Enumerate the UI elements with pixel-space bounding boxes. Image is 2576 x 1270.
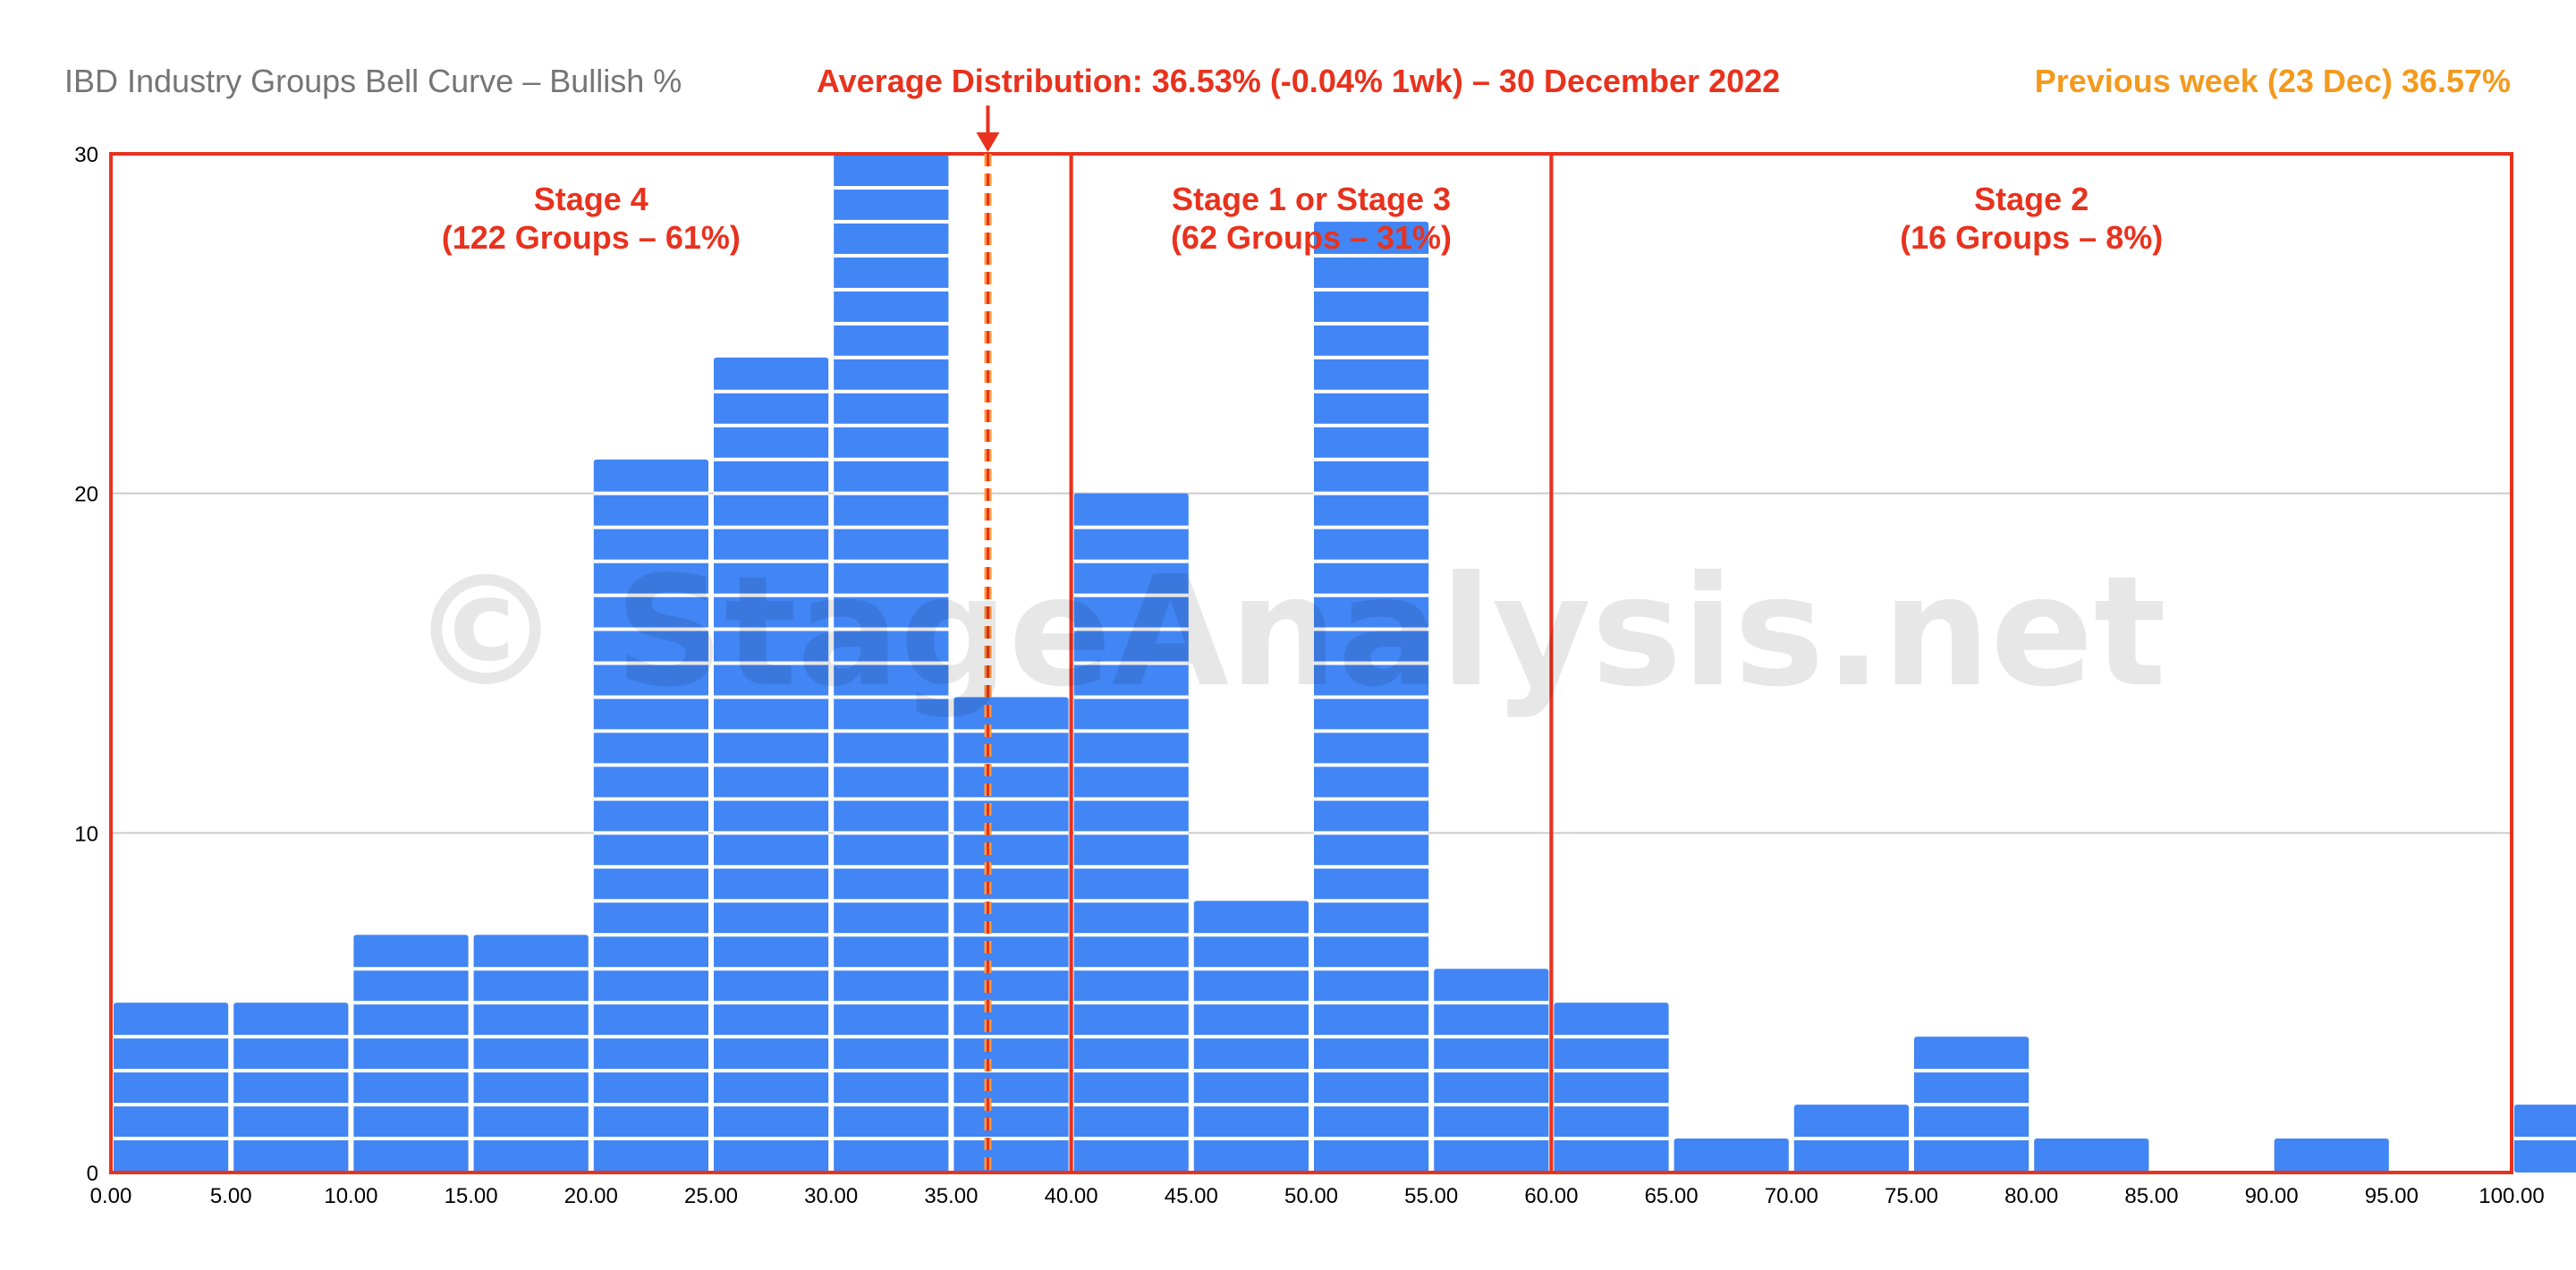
bar xyxy=(233,1003,349,1173)
y-tick-label: 20 xyxy=(74,483,98,507)
bar xyxy=(2034,1139,2149,1173)
stage-detail: (62 Groups – 31%) xyxy=(1171,219,1452,256)
stage-border xyxy=(1549,152,2513,1174)
y-tick-label: 30 xyxy=(74,143,98,167)
bar xyxy=(593,459,708,1173)
bar xyxy=(353,935,469,1173)
x-tick-label: 60.00 xyxy=(1524,1184,1578,1208)
previous-week-label: Previous week (23 Dec) 36.57% xyxy=(2035,63,2511,99)
x-tick-label: 30.00 xyxy=(804,1184,858,1208)
bar xyxy=(473,935,589,1173)
stage-label: Stage 2 xyxy=(1974,181,2089,217)
x-tick-label: 90.00 xyxy=(2245,1184,2299,1208)
x-tick-label: 40.00 xyxy=(1045,1184,1098,1208)
x-tick-label: 75.00 xyxy=(1885,1184,1938,1208)
x-tick-label: 50.00 xyxy=(1284,1184,1338,1208)
average-line xyxy=(976,106,1000,1173)
x-tick-label: 55.00 xyxy=(1404,1184,1458,1208)
bar-segment-lines xyxy=(114,185,2576,1141)
bar xyxy=(2274,1139,2389,1173)
stage-regions: Stage 4(122 Groups – 61%) Stage 1 or Stag… xyxy=(109,152,2513,1174)
average-annotation: Average Distribution: 36.53% (-0.04% 1wk… xyxy=(817,63,1780,99)
stage-detail: (16 Groups – 8%) xyxy=(1900,219,2163,256)
y-tick-label: 10 xyxy=(74,822,98,846)
bar xyxy=(1554,1003,1669,1173)
x-tick-label: 5.00 xyxy=(210,1184,252,1208)
x-tick-label: 65.00 xyxy=(1645,1184,1699,1208)
x-tick-label: 85.00 xyxy=(2124,1184,2178,1208)
arrow-head xyxy=(976,132,1000,152)
watermark: © StageAnalysis.net xyxy=(410,544,2166,721)
axis-ticks: 0.00 5.00 10.00 15.00 20.00 25.00 30.00 35.00 40… xyxy=(74,143,2544,1208)
x-tick-label: 100.00 xyxy=(2479,1184,2544,1208)
x-tick-label: 45.00 xyxy=(1165,1184,1218,1208)
x-tick-label: 95.00 xyxy=(2365,1184,2419,1208)
x-tick-label: 20.00 xyxy=(564,1184,618,1208)
y-tick-label: 0 xyxy=(87,1162,98,1186)
x-tick-label: 70.00 xyxy=(1765,1184,1818,1208)
bar xyxy=(1674,1139,1789,1173)
chart-title: IBD Industry Groups Bell Curve – Bullish… xyxy=(64,63,682,99)
stage-label: Stage 4 xyxy=(534,181,648,217)
x-tick-label: 0.00 xyxy=(90,1184,132,1208)
stage-detail: (122 Groups – 61%) xyxy=(442,219,741,256)
x-tick-label: 25.00 xyxy=(684,1184,738,1208)
stage-label: Stage 1 or Stage 3 xyxy=(1172,181,1451,217)
x-tick-label: 10.00 xyxy=(324,1184,377,1208)
x-tick-label: 35.00 xyxy=(924,1184,978,1208)
x-tick-label: 80.00 xyxy=(2004,1184,2058,1208)
bar xyxy=(114,1003,229,1173)
x-tick-label: 15.00 xyxy=(445,1184,498,1208)
